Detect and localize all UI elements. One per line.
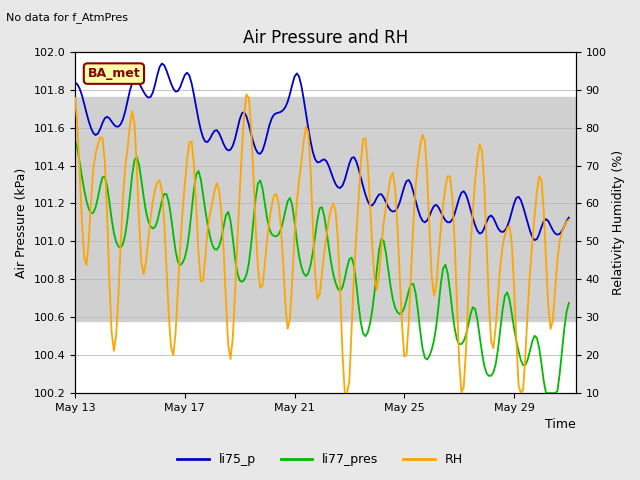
Text: BA_met: BA_met (88, 67, 140, 80)
X-axis label: Time: Time (545, 419, 576, 432)
Title: Air Pressure and RH: Air Pressure and RH (243, 29, 408, 48)
Y-axis label: Air Pressure (kPa): Air Pressure (kPa) (15, 168, 28, 277)
Bar (75, 97, 576, 321)
Y-axis label: Relativity Humidity (%): Relativity Humidity (%) (612, 150, 625, 295)
Text: No data for f_AtmPres: No data for f_AtmPres (6, 12, 129, 23)
Legend: li75_p, li77_pres, RH: li75_p, li77_pres, RH (172, 448, 468, 471)
